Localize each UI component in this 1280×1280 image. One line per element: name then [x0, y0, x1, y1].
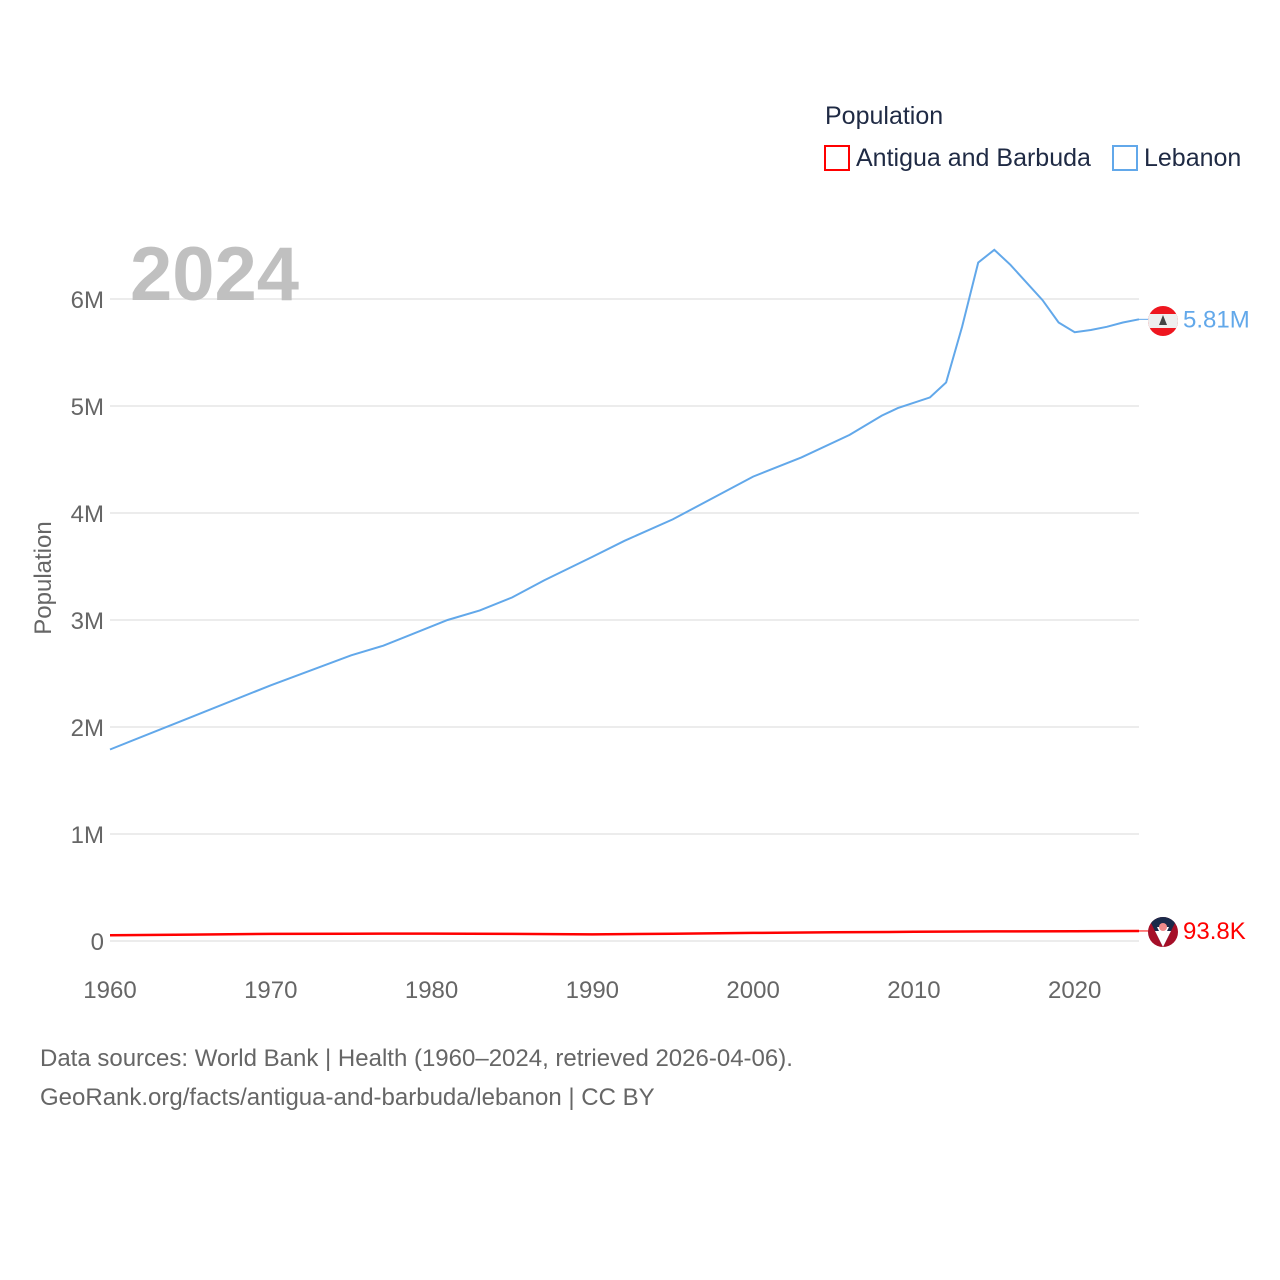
y-tick-label: 0 — [91, 929, 104, 956]
series-line-lebanon — [109, 248, 1140, 751]
y-tick-label: 3M — [71, 608, 104, 635]
x-tick-label: 1970 — [244, 977, 297, 1004]
legend-item-lebanon[interactable]: Lebanon — [1112, 144, 1241, 172]
flag-lebanon-icon — [1148, 306, 1178, 336]
legend-item-antigua[interactable]: Antigua and Barbuda — [824, 144, 1091, 172]
series-line-antigua — [109, 929, 1140, 937]
x-tick-label: 1960 — [83, 977, 136, 1004]
y-tick-label: 5M — [71, 394, 104, 421]
legend-swatch-antigua — [824, 145, 850, 171]
flag-antigua-icon — [1148, 917, 1178, 947]
legend-label-lebanon: Lebanon — [1144, 144, 1241, 172]
year-watermark: 2024 — [130, 232, 299, 317]
legend-swatch-lebanon — [1112, 145, 1138, 171]
attribution-link[interactable]: GeoRank.org/facts/antigua-and-barbuda/le… — [40, 1084, 655, 1111]
x-tick-label: 1980 — [405, 977, 458, 1004]
legend-title: Population — [825, 102, 943, 130]
population-chart: Population Antigua and Barbuda Lebanon 0… — [30, 102, 1250, 1004]
x-tick-label: 2000 — [726, 977, 779, 1004]
y-axis-label: Population — [30, 521, 57, 634]
legend-label-antigua: Antigua and Barbuda — [856, 144, 1091, 172]
x-tick-label: 1990 — [566, 977, 619, 1004]
y-tick-label: 1M — [71, 822, 104, 849]
data-source-text: Data sources: World Bank | Health (1960–… — [40, 1045, 793, 1072]
y-tick-label: 2M — [71, 715, 104, 742]
y-tick-label: 4M — [71, 501, 104, 528]
end-value-label: 5.81M — [1183, 306, 1250, 333]
y-tick-label: 6M — [71, 287, 104, 314]
x-tick-label: 2010 — [887, 977, 940, 1004]
end-value-label: 93.8K — [1183, 918, 1246, 945]
x-tick-label: 2020 — [1048, 977, 1101, 1004]
